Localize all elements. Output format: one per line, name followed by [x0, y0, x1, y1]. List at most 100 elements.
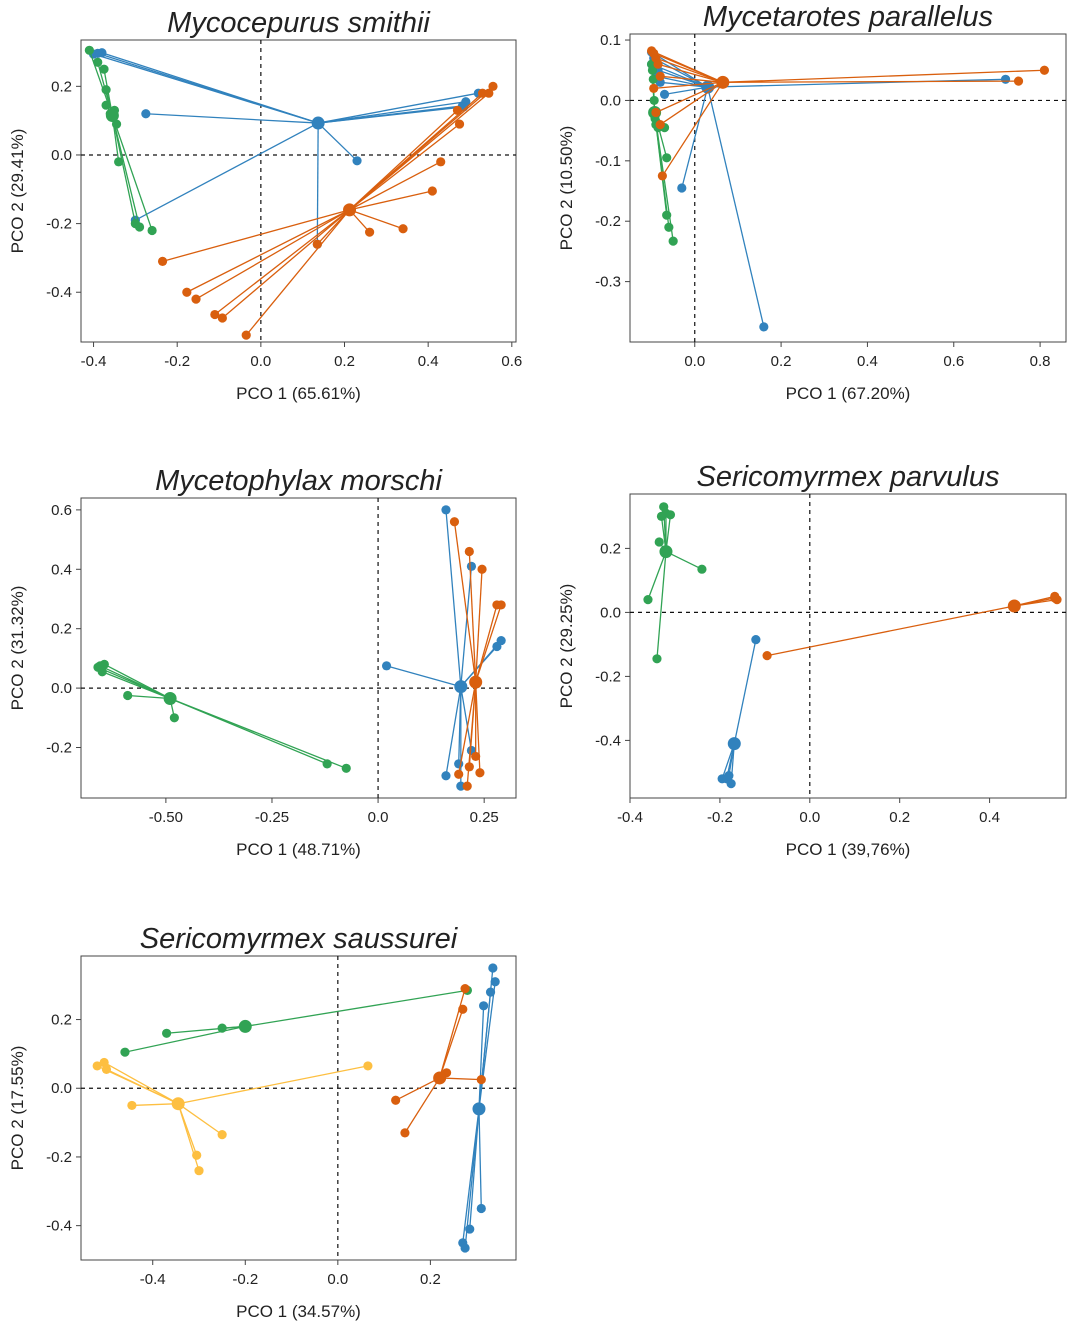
data-point: [751, 635, 761, 645]
x-tick-label: 0.4: [418, 353, 439, 370]
chart-panel-3: -0.50 -0.25 0.0 0.25 -0.2 0.0 0.2 0.4 0.6 Mycetop…: [8, 465, 517, 859]
spider-line: [127, 694, 171, 700]
spider-line: [103, 1061, 179, 1105]
data-point: [476, 1203, 486, 1214]
data-point: [97, 667, 107, 677]
data-point: [157, 256, 168, 266]
data-point: [194, 1166, 204, 1176]
x-tick-label: -0.4: [81, 353, 107, 370]
spider-line: [349, 161, 442, 211]
data-point: [664, 222, 674, 232]
x-tick-label: 0.0: [368, 809, 389, 826]
data-point: [456, 781, 466, 791]
spider-line: [445, 686, 462, 776]
x-tick-label: 0.4: [979, 809, 1000, 826]
spider-line: [318, 92, 479, 124]
spider-line: [458, 682, 477, 775]
y-tick-label: 0.0: [51, 680, 72, 697]
y-tick-label: 0.0: [51, 147, 72, 164]
data-point: [134, 222, 145, 232]
spider-line: [104, 663, 171, 700]
y-tick-label: 0.0: [600, 92, 621, 109]
x-tick-label: 0.25: [470, 809, 499, 826]
data-point: [454, 769, 464, 779]
spider-line: [1014, 597, 1055, 607]
centroid-point: [716, 75, 730, 89]
centroid-point: [311, 116, 325, 130]
spider-line: [245, 989, 468, 1028]
x-tick-label: -0.4: [617, 809, 643, 826]
spider-line: [395, 1077, 440, 1101]
data-point: [665, 510, 676, 520]
centroid-point: [433, 1071, 447, 1085]
series-1: [458, 963, 500, 1253]
data-point: [662, 153, 672, 163]
data-point: [312, 239, 322, 249]
data-point: [1039, 65, 1050, 75]
x-tick-label: 0.0: [250, 353, 271, 370]
spider-line: [660, 81, 708, 88]
data-point: [111, 119, 122, 129]
series-2: [84, 45, 157, 236]
spider-line: [386, 665, 462, 688]
spider-line: [475, 604, 498, 683]
chart-title: Mycetarotes parallelus: [703, 1, 993, 33]
spider-line: [478, 981, 496, 1109]
data-point: [726, 779, 736, 789]
data-point: [352, 156, 362, 166]
data-point: [460, 984, 470, 994]
spider-line: [316, 209, 351, 245]
data-point: [485, 987, 496, 997]
series-1: [88, 48, 483, 249]
centroid-point: [171, 1097, 185, 1111]
spider-line: [316, 123, 319, 245]
x-tick-label: -0.2: [164, 353, 190, 370]
x-tick-label: -0.4: [140, 1271, 166, 1288]
data-point: [1000, 74, 1011, 84]
data-point: [656, 511, 667, 521]
data-point: [1050, 593, 1060, 603]
x-tick-label: -0.2: [707, 809, 733, 826]
y-axis-label: PCO 2 (10.50%): [557, 126, 576, 251]
data-point: [99, 659, 109, 669]
data-point: [400, 1128, 410, 1138]
y-tick-label: -0.1: [595, 153, 621, 170]
data-point: [653, 59, 663, 69]
data-point: [490, 977, 500, 987]
data-point: [191, 294, 201, 304]
y-tick-label: 0.0: [51, 1080, 72, 1097]
spider-line: [135, 122, 319, 221]
data-point: [479, 1001, 489, 1011]
data-point: [476, 1075, 486, 1085]
data-point: [488, 81, 498, 91]
data-point: [471, 751, 481, 762]
spider-line: [101, 671, 171, 700]
x-tick-label: 0.6: [501, 353, 522, 370]
spider-line: [245, 209, 351, 336]
data-point: [217, 313, 227, 323]
data-point: [341, 763, 351, 773]
x-tick-label: -0.2: [232, 1271, 258, 1288]
y-tick-label: 0.4: [51, 561, 72, 578]
y-tick-label: -0.4: [46, 284, 72, 301]
spider-line: [318, 101, 466, 124]
data-point: [217, 1130, 227, 1140]
data-point: [655, 119, 665, 130]
spider-line: [93, 53, 319, 124]
spider-line: [439, 1077, 482, 1081]
y-axis-label: PCO 2 (29.41%): [8, 129, 27, 254]
data-point: [657, 171, 667, 181]
spider-line: [131, 1103, 179, 1107]
y-tick-label: -0.2: [46, 1149, 72, 1166]
spider-line: [106, 1068, 179, 1105]
plot-frame: [80, 39, 517, 343]
chart-title: Mycetophylax morschi: [155, 465, 443, 497]
data-point: [210, 309, 220, 320]
spider-line: [186, 209, 350, 293]
data-point: [192, 1150, 202, 1160]
data-point: [648, 74, 658, 84]
y-tick-label: 0.2: [51, 78, 72, 95]
spider-line: [349, 209, 404, 230]
spider-line: [111, 115, 153, 231]
